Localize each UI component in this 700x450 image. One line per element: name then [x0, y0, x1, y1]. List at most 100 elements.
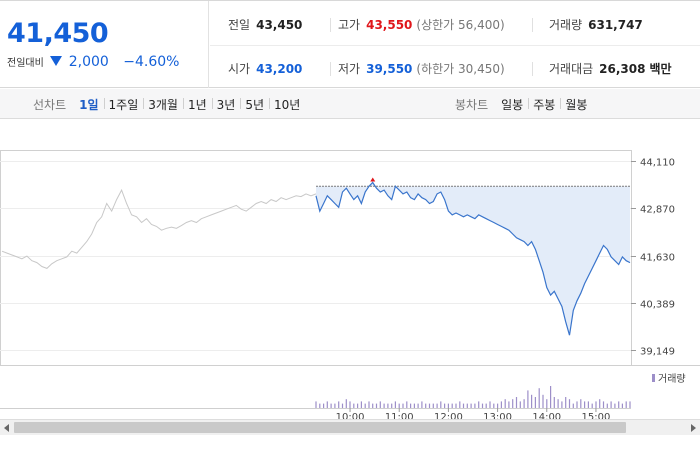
volume-bar: [368, 401, 370, 408]
volume-bar: [546, 399, 548, 408]
tab-candle-daily[interactable]: 일봉: [501, 97, 524, 112]
line-chart-label: 선차트: [33, 97, 67, 112]
line-chart-tabs: 선차트 1일 1주일 3개월 1년 3년 5년 10년: [33, 89, 305, 119]
high-marker-icon: [370, 177, 376, 182]
volume-bar: [474, 403, 476, 408]
y-tick-label: 42,870: [640, 205, 675, 216]
tab-period-1w[interactable]: 1주일: [103, 96, 144, 113]
volume-bar: [478, 401, 480, 408]
volume-bar: [353, 403, 355, 408]
volume-bar: [398, 403, 400, 408]
volume-bar: [568, 399, 571, 408]
volume-bar: [625, 401, 627, 408]
change-amount: 2,000: [68, 54, 109, 70]
y-axis-ticks: 44,110 42,870 41,630 40,389 39,149: [631, 158, 675, 358]
volume-bar: [572, 403, 574, 408]
volume-bar: [538, 388, 540, 408]
price-chart: 44,110 42,870 41,630 40,389 39,149 10:00 11:0…: [0, 120, 700, 450]
divider: [330, 62, 331, 76]
change-rate: −4.60%: [123, 54, 180, 70]
volume-bar: [466, 403, 468, 408]
volume-stat: 거래량 631,747: [549, 16, 643, 33]
volume-bar: [323, 403, 325, 408]
volume-bar: [599, 399, 601, 408]
volume-bar: [364, 403, 366, 408]
high-value: 43,550: [366, 18, 413, 32]
volume-bar: [455, 403, 457, 408]
high-stat: 고가 43,550 (상한가 56,400): [338, 16, 505, 33]
volume-bar: [334, 403, 336, 408]
volume-bar: [515, 397, 518, 408]
x-tick-label: 13:00: [483, 412, 512, 420]
amount-unit: 백만: [649, 62, 672, 76]
tab-period-1d[interactable]: 1일: [79, 97, 99, 112]
volume-bar: [614, 403, 616, 408]
change-row: 전일대비 2,000 −4.60%: [7, 54, 179, 70]
volume-bar: [326, 401, 328, 408]
volume-bar: [391, 403, 393, 408]
scroll-right-arrow-icon[interactable]: [691, 424, 696, 432]
tab-period-3y[interactable]: 3년: [211, 96, 241, 113]
volume-bar: [602, 401, 605, 408]
tab-period-10y[interactable]: 10년: [269, 96, 305, 113]
volume-bar: [345, 399, 347, 408]
scroll-left-arrow-icon[interactable]: [4, 424, 9, 432]
volume-bar: [527, 390, 529, 408]
amount-label: 거래대금: [549, 62, 594, 76]
scroll-thumb[interactable]: [14, 422, 626, 433]
low-value: 39,550: [366, 62, 413, 76]
tab-period-3m[interactable]: 3개월: [143, 96, 183, 113]
x-tick-label: 15:00: [582, 412, 611, 420]
price-chart-svg: 44,110 42,870 41,630 40,389 39,149 10:00 11:0…: [0, 150, 700, 423]
volume-bar: [489, 401, 491, 408]
tab-period-1y[interactable]: 1년: [182, 96, 212, 113]
volume-legend: 거래량: [652, 373, 686, 385]
volume-bar: [493, 403, 495, 408]
volume-value: 631,747: [588, 18, 643, 32]
volume-bar: [417, 403, 419, 408]
change-label: 전일대비: [7, 58, 44, 69]
tab-period-5y[interactable]: 5년: [240, 96, 269, 113]
volume-bar: [440, 401, 442, 408]
high-label: 고가: [338, 18, 361, 32]
volume-bar: [338, 401, 340, 408]
open-value: 43,200: [256, 62, 303, 76]
candle-chart-tabs: 봉차트 일봉 주봉 월봉: [455, 89, 592, 119]
volume-bar: [591, 403, 593, 408]
volume-bar: [394, 401, 396, 408]
volume-bar: [379, 401, 381, 408]
volume-bar: [534, 397, 536, 408]
low-label: 저가: [338, 62, 361, 76]
y-tick-label: 44,110: [640, 158, 675, 169]
volume-bar: [451, 403, 453, 408]
volume-bar: [531, 394, 533, 408]
x-tick-label: 14:00: [532, 412, 561, 420]
volume-bar: [553, 397, 555, 408]
volume-bar: [372, 403, 374, 408]
volume-bar: [444, 403, 446, 408]
volume-bar: [561, 401, 563, 408]
lower-limit: (하한가 30,450): [416, 62, 505, 76]
price-summary: 41,450 전일대비 2,000 −4.60% 전일 43,450 고가 43,5…: [0, 0, 700, 88]
volume-bar: [618, 401, 620, 408]
volume-bar: [565, 397, 567, 408]
x-tick-label: 12:00: [434, 412, 463, 420]
y-tick-label: 41,630: [640, 253, 675, 264]
volume-bar: [587, 401, 589, 408]
current-price: 41,450: [7, 18, 109, 49]
divider: [532, 62, 533, 76]
divider: [532, 18, 533, 32]
tab-candle-weekly[interactable]: 주봉: [528, 96, 560, 113]
candle-chart-label: 봉차트: [455, 97, 489, 112]
chart-scrollbar[interactable]: [0, 419, 700, 435]
down-triangle-icon: [50, 56, 63, 66]
volume-bar: [375, 403, 378, 408]
volume-bar: [402, 403, 404, 408]
volume-bar: [357, 403, 359, 408]
volume-bars: [0, 365, 700, 409]
volume-bar: [580, 399, 582, 408]
volume-bar: [387, 403, 389, 408]
tab-candle-monthly[interactable]: 월봉: [560, 96, 592, 113]
volume-bar: [413, 403, 415, 408]
chart-tab-bar: 선차트 1일 1주일 3개월 1년 3년 5년 10년 봉차트 일봉 주봉 월봉: [0, 89, 700, 119]
